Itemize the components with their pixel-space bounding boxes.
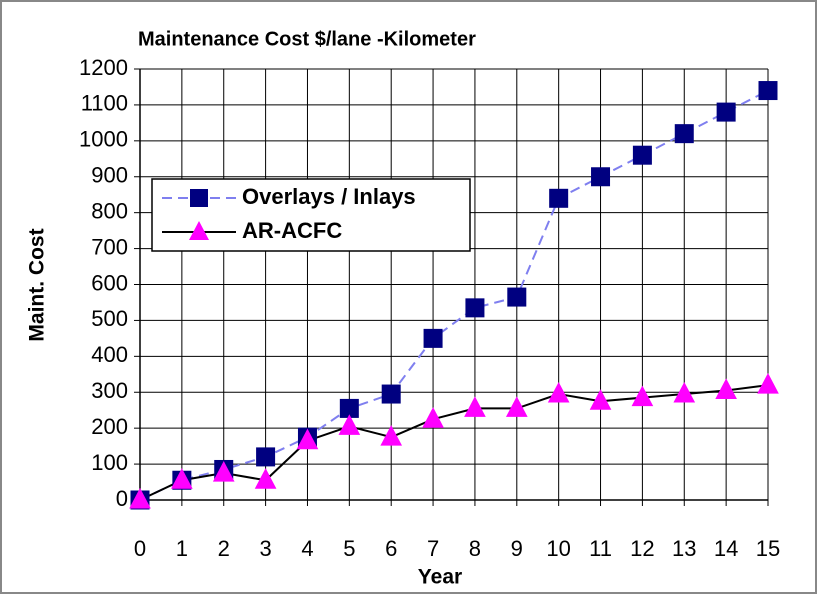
data-point [675, 125, 693, 143]
y-tick-label: 200 [91, 414, 128, 439]
y-tick-label: 100 [91, 450, 128, 475]
legend-label: Overlays / Inlays [242, 184, 416, 209]
x-tick-label: 5 [343, 536, 355, 561]
x-tick-label: 1 [176, 536, 188, 561]
y-tick-label: 1100 [81, 91, 128, 116]
x-tick-label: 14 [714, 536, 738, 561]
data-point [508, 288, 526, 306]
y-tick-label: 1200 [79, 55, 128, 80]
x-axis-label: Year [418, 566, 462, 589]
legend-label: AR-ACFC [242, 218, 342, 243]
y-tick-label: 0 [116, 486, 128, 511]
x-tick-label: 13 [672, 536, 696, 561]
x-tick-label: 8 [469, 536, 481, 561]
x-tick-label: 11 [589, 536, 612, 561]
y-tick-label: 900 [91, 163, 128, 188]
data-point [633, 146, 651, 164]
data-point [382, 385, 400, 403]
x-tick-label: 2 [218, 536, 230, 561]
x-tick-label: 15 [756, 536, 780, 561]
legend: Overlays / Inlays AR-ACFC [152, 179, 470, 251]
x-tick-label: 3 [259, 536, 271, 561]
x-tick-label: 9 [511, 536, 523, 561]
x-tick-label: 10 [546, 536, 570, 561]
x-tick-label: 0 [134, 536, 146, 561]
chart: Maintenance Cost $/lane -Kilometer Year … [0, 0, 817, 594]
x-tick-label: 7 [427, 536, 439, 561]
x-tick-label: 6 [385, 536, 397, 561]
y-tick-label: 500 [91, 306, 128, 331]
y-tick-label: 800 [91, 198, 128, 223]
x-tick-label: 4 [301, 536, 313, 561]
data-point [550, 189, 568, 207]
legend-marker [190, 189, 208, 207]
data-point [424, 329, 442, 347]
data-point [759, 82, 777, 100]
chart-title: Maintenance Cost $/lane -Kilometer [138, 28, 476, 50]
y-tick-label: 600 [91, 270, 128, 295]
data-point [717, 103, 735, 121]
data-point [466, 299, 484, 317]
y-tick-label: 400 [91, 342, 128, 367]
page: Maintenance Cost $/lane -Kilometer Year … [0, 0, 817, 594]
data-point [257, 448, 275, 466]
y-tick-label: 300 [91, 378, 128, 403]
x-tick-label: 12 [630, 536, 654, 561]
y-tick-label: 700 [91, 234, 128, 259]
y-tick-label: 1000 [79, 127, 128, 152]
y-axis-label: Maint. Cost [26, 228, 49, 341]
data-point [592, 168, 610, 186]
